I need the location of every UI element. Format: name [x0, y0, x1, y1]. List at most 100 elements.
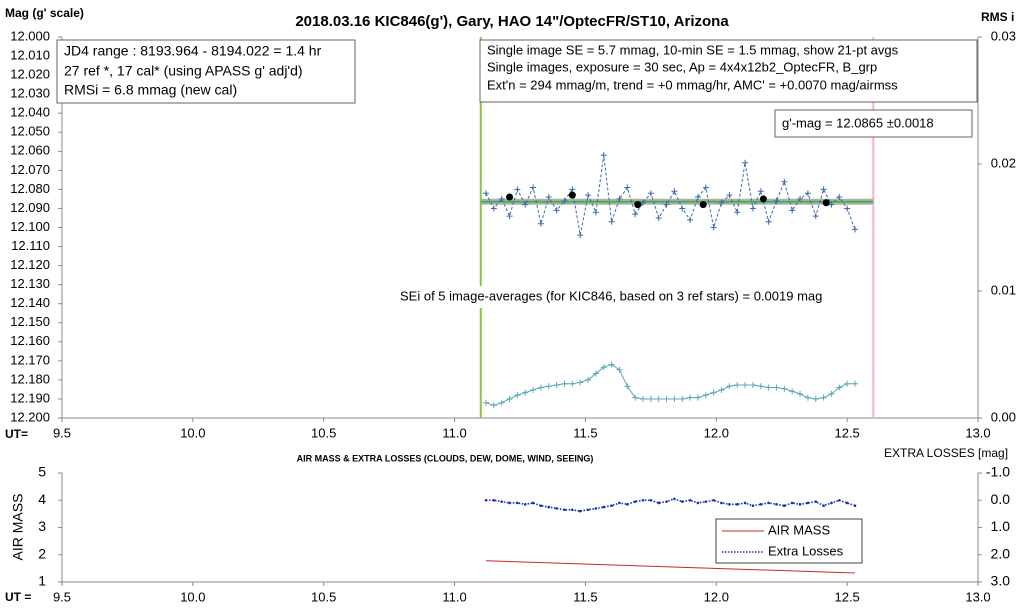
point [608, 361, 615, 368]
point [616, 366, 623, 373]
x-tick-label: 11.0 [442, 425, 466, 440]
y-tick-label: 12.100 [10, 219, 50, 234]
y-tick-label: 12.030 [10, 86, 50, 101]
annotation: RMSi = 6.8 mmag (new cal) [64, 82, 237, 98]
point [553, 207, 560, 214]
point [616, 195, 623, 202]
point [773, 197, 780, 204]
point [710, 389, 717, 396]
x-tick-label: 13.0 [965, 425, 990, 440]
point [812, 395, 819, 402]
annotation: g'-mag = 12.0865 ±0.0018 [782, 115, 934, 130]
point [759, 195, 767, 203]
y2-tick-label: 0.03 [991, 28, 1016, 43]
point [735, 503, 739, 506]
legend-label: AIR MASS [768, 522, 830, 537]
point [516, 501, 519, 505]
point [632, 394, 639, 401]
point [506, 395, 513, 402]
point [490, 205, 497, 212]
point [765, 384, 772, 391]
point [592, 370, 599, 377]
x-tick-label: 12.0 [704, 589, 729, 604]
x-tick-label: 13.0 [965, 589, 990, 604]
y2-tick-label: -1.0 [986, 464, 1010, 480]
y-axis-label: Mag (g' scale) [5, 6, 84, 20]
point [498, 399, 505, 406]
point [569, 186, 576, 193]
point [749, 205, 756, 212]
point [694, 194, 701, 201]
y-tick-label: 12.020 [10, 67, 50, 82]
annotation-box [395, 286, 850, 308]
annotation-box [774, 109, 973, 138]
y-tick-label: 3 [38, 518, 46, 534]
point [506, 213, 513, 220]
annotation: SEi of 5 image-averages (for KIC846, bas… [400, 288, 822, 303]
x-tick-label: 12.0 [704, 425, 729, 440]
point [671, 395, 678, 402]
point [506, 193, 514, 201]
point [577, 379, 584, 386]
y2-axis-label: EXTRA LOSSES [mag] [884, 446, 1008, 460]
point [568, 191, 576, 199]
point [602, 505, 606, 509]
point [514, 392, 521, 399]
point [626, 503, 629, 506]
point [655, 214, 662, 221]
y-tick-label: 12.120 [10, 257, 50, 272]
y-tick-label: 12.060 [10, 143, 50, 158]
annotation-box [479, 39, 978, 103]
point [845, 501, 849, 505]
point [702, 184, 709, 191]
point [820, 394, 827, 401]
point [585, 376, 592, 383]
point [720, 501, 723, 505]
point [781, 178, 788, 185]
y2-tick-label: 0.0 [991, 491, 1011, 507]
point [663, 395, 670, 402]
point [851, 380, 858, 387]
point [523, 503, 527, 506]
annotation: 27 ref *, 17 cal* (using APASS g' adj'd) [64, 63, 303, 79]
point [853, 504, 857, 508]
point [671, 188, 678, 195]
point [537, 384, 544, 391]
point [571, 508, 574, 512]
point [806, 501, 810, 505]
point [500, 500, 503, 503]
point [624, 383, 631, 390]
y-tick-label: 12.000 [10, 28, 50, 43]
y-tick-label: 12.010 [10, 47, 50, 62]
point [757, 383, 764, 390]
point [696, 501, 700, 505]
point [530, 184, 537, 191]
y-tick-label: 12.090 [10, 200, 50, 215]
y2-tick-label: 0.02 [991, 155, 1016, 170]
point [655, 395, 662, 402]
point [545, 194, 552, 201]
x-tick-label: 10.0 [180, 425, 205, 440]
point [640, 199, 647, 206]
point [704, 500, 708, 503]
point [484, 498, 488, 502]
x-tick-label: 12.5 [834, 425, 859, 440]
x-tick-label: 9.5 [53, 425, 71, 440]
point [618, 501, 621, 505]
point [649, 498, 653, 502]
y2-tick-label: 0.00 [991, 409, 1016, 424]
point [822, 199, 830, 207]
point [844, 380, 851, 387]
annotation: Single images, exposure = 30 sec, Ap = 4… [487, 59, 877, 74]
point [553, 381, 560, 388]
x-tick-label: 10.5 [311, 425, 336, 440]
y-tick-label: 12.070 [10, 162, 50, 177]
point [561, 197, 568, 204]
point [767, 501, 770, 505]
point [492, 498, 496, 502]
point [563, 508, 566, 512]
point [775, 503, 778, 506]
point [781, 385, 788, 392]
point [498, 195, 505, 202]
point [530, 387, 537, 394]
